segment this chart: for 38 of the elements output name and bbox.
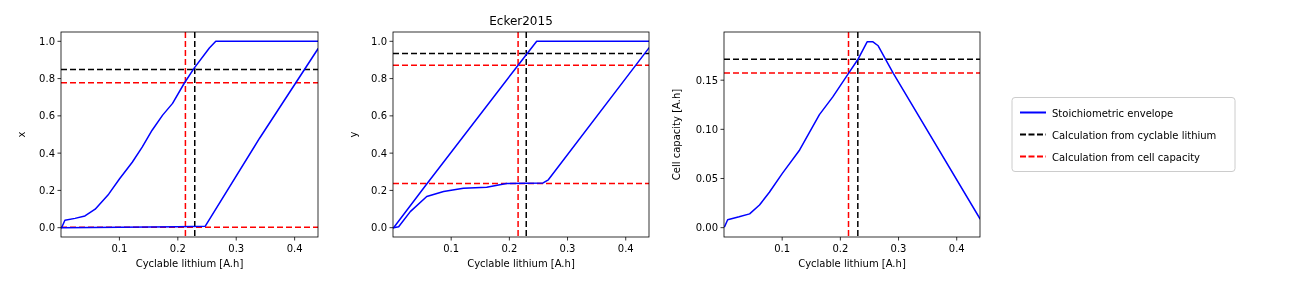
y-tick-label: 0.15	[695, 74, 718, 86]
x-tick-label: 0.4	[286, 243, 303, 254]
y-tick-label: 1.0	[39, 35, 55, 47]
x-tick-label: 0.1	[774, 243, 791, 254]
x-axis-title: Cyclable lithium [A.h]	[135, 258, 244, 269]
y-tick-label: 0.2	[371, 184, 387, 196]
y-tick-label: 0.0	[39, 222, 55, 234]
y-axis-title: y	[348, 131, 359, 138]
x-tick-label: 0.2	[832, 243, 849, 254]
x-tick-label: 0.3	[559, 243, 576, 254]
y-axis-title: x	[16, 131, 27, 138]
x-tick-label: 0.4	[948, 243, 965, 254]
legend-label: Calculation from cyclable lithium	[1052, 129, 1217, 141]
x-tick-label: 0.2	[169, 243, 186, 254]
y-tick-label: 0.4	[39, 147, 55, 159]
y-tick-label: 0.6	[39, 110, 55, 122]
chart-title: Ecker2015	[489, 14, 553, 28]
x-tick-label: 0.1	[443, 243, 460, 254]
y-tick-label: 0.8	[39, 73, 55, 85]
y-axis-title: Cell capacity [A.h]	[671, 88, 682, 181]
y-tick-label: 0.05	[695, 173, 718, 184]
y-tick-label: 0.0	[371, 222, 387, 234]
x-tick-label: 0.1	[111, 243, 128, 254]
y-tick-label: 0.6	[371, 110, 387, 122]
x-axis-title: Cyclable lithium [A.h]	[467, 258, 575, 269]
x-tick-label: 0.3	[228, 243, 245, 254]
y-tick-label: 0.8	[371, 73, 387, 85]
y-tick-label: 0.4	[371, 147, 387, 159]
y-tick-label: 0.10	[695, 123, 718, 135]
y-tick-label: 0.2	[39, 184, 55, 196]
legend-label: Calculation from cell capacity	[1052, 151, 1201, 163]
y-tick-label: 0.00	[695, 222, 718, 234]
y-tick-label: 1.0	[371, 35, 387, 47]
legend-label: Stoichiometric envelope	[1052, 107, 1174, 119]
x-tick-label: 0.2	[501, 243, 518, 254]
x-axis-title: Cyclable lithium [A.h]	[798, 258, 906, 269]
x-tick-label: 0.3	[890, 243, 907, 254]
x-tick-label: 0.4	[617, 243, 634, 254]
